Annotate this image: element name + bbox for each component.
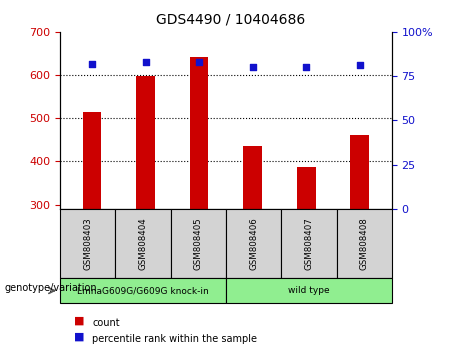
Text: wild type: wild type <box>288 286 330 295</box>
Point <box>249 64 256 70</box>
Point <box>195 59 203 65</box>
Point <box>356 63 363 68</box>
Text: GSM808403: GSM808403 <box>83 217 92 270</box>
Bar <box>83 112 101 209</box>
Text: ■: ■ <box>74 316 84 326</box>
Bar <box>190 57 208 209</box>
Bar <box>136 76 155 209</box>
Bar <box>350 135 369 209</box>
Text: ■: ■ <box>74 332 84 342</box>
Text: GSM808407: GSM808407 <box>304 217 313 270</box>
Text: GSM808406: GSM808406 <box>249 217 258 270</box>
Point <box>142 59 149 65</box>
Point <box>89 61 96 67</box>
Text: genotype/variation: genotype/variation <box>5 283 97 293</box>
Text: GDS4490 / 10404686: GDS4490 / 10404686 <box>156 12 305 27</box>
Text: LmnaG609G/G609G knock-in: LmnaG609G/G609G knock-in <box>77 286 209 295</box>
Text: count: count <box>92 318 120 328</box>
Bar <box>243 146 262 209</box>
Text: GSM808405: GSM808405 <box>194 217 203 270</box>
Point <box>302 64 310 70</box>
Bar <box>297 167 316 209</box>
Text: percentile rank within the sample: percentile rank within the sample <box>92 334 257 344</box>
Text: GSM808404: GSM808404 <box>138 217 148 270</box>
Text: GSM808408: GSM808408 <box>360 217 369 270</box>
